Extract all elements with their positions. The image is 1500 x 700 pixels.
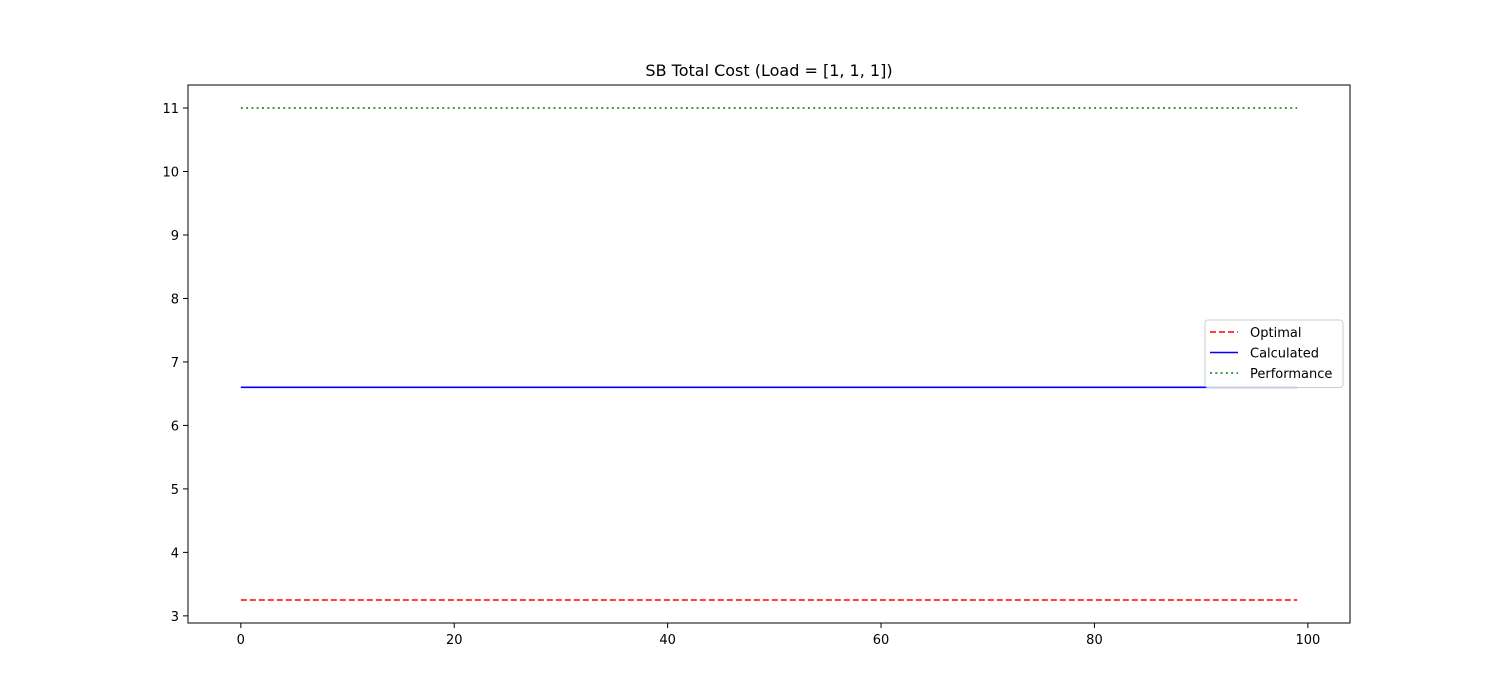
y-tick-label: 11 (162, 102, 179, 117)
y-tick-label: 8 (171, 292, 179, 307)
y-tick-label: 6 (171, 419, 179, 434)
x-tick-label: 20 (446, 633, 463, 648)
legend-box (1204, 319, 1344, 388)
x-tick-label: 100 (1295, 633, 1320, 648)
legend-label-performance: Performance (1250, 367, 1332, 382)
chart-title: SB Total Cost (Load = [1, 1, 1]) (645, 61, 892, 80)
x-tick-label: 0 (237, 633, 245, 648)
legend: Optimal Calculated Performance (1204, 319, 1344, 388)
legend-label-optimal: Optimal (1250, 326, 1301, 341)
y-tick-label: 5 (171, 483, 179, 498)
legend-label-calculated: Calculated (1250, 347, 1319, 362)
series-layer (240, 107, 1298, 601)
y-tick-label: 3 (171, 610, 179, 625)
y-tick-label: 9 (171, 229, 179, 244)
y-tick-label: 4 (171, 546, 179, 561)
x-axis: 0 20 40 60 80 100 (237, 623, 1320, 648)
y-axis: 3 4 5 6 7 8 9 10 11 (162, 102, 188, 625)
x-tick-label: 40 (659, 633, 676, 648)
y-tick-label: 10 (162, 165, 179, 180)
y-tick-label: 7 (171, 356, 179, 371)
x-tick-label: 80 (1086, 633, 1103, 648)
plot-frame (187, 84, 1351, 624)
x-tick-label: 60 (873, 633, 890, 648)
